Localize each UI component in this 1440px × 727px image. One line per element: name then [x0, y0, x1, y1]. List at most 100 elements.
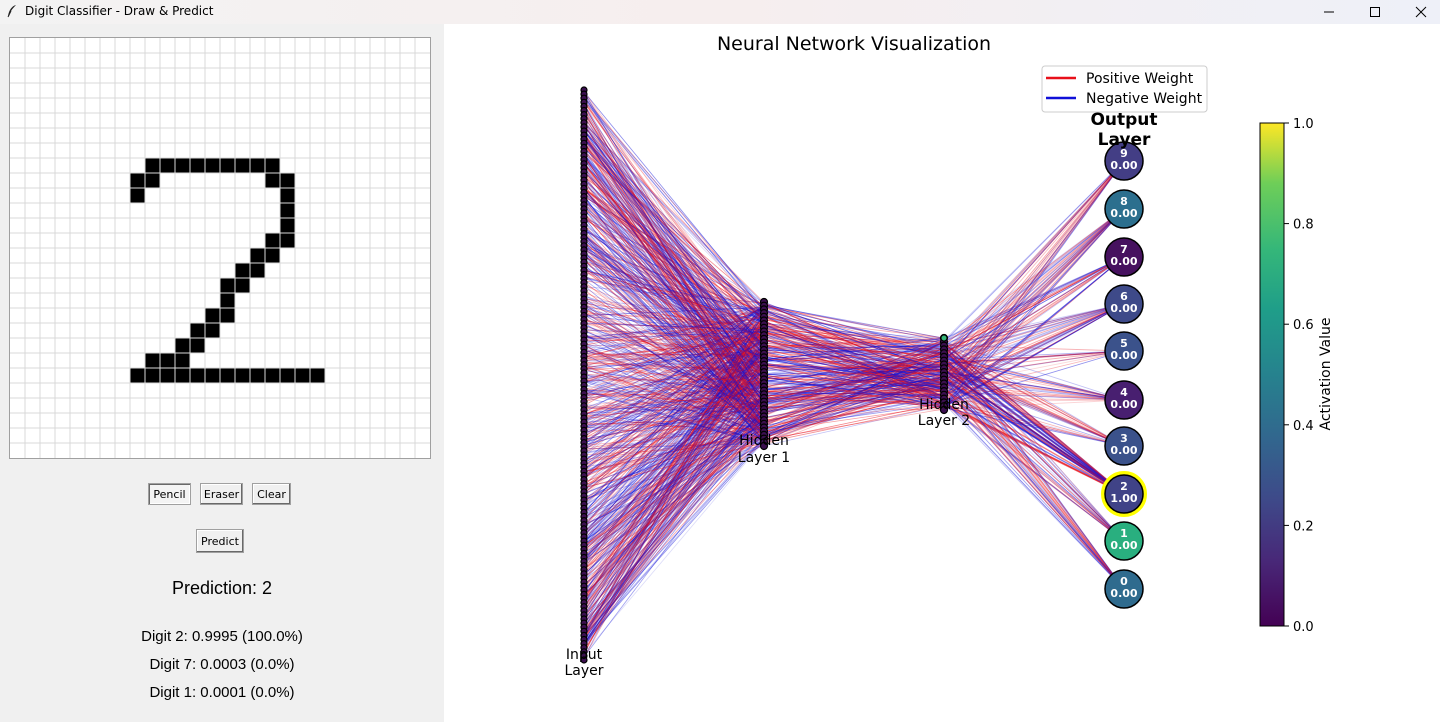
output-node-6: 60.00: [1105, 285, 1143, 323]
filled-cell: [161, 369, 175, 383]
filled-cell: [191, 339, 205, 353]
filled-cell: [176, 354, 190, 368]
legend-positive-label: Positive Weight: [1086, 71, 1194, 87]
output-node-value: 0.00: [1110, 539, 1137, 552]
hidden2-to-output-connections: [944, 161, 1124, 589]
output-node-value: 0.00: [1110, 587, 1137, 600]
colorbar-label: Activation Value: [1318, 318, 1334, 431]
output-node-value: 0.00: [1110, 302, 1137, 315]
colorbar-tick-label: 0.4: [1293, 419, 1314, 434]
output-node-4: 40.00: [1105, 381, 1143, 419]
filled-cell: [191, 159, 205, 173]
output-node-3: 30.00: [1105, 427, 1143, 465]
filled-cell: [206, 324, 220, 338]
filled-cell: [251, 159, 265, 173]
filled-cell: [131, 369, 145, 383]
filled-cell: [236, 159, 250, 173]
pencil-button[interactable]: Pencil: [148, 483, 191, 505]
title-bar: Digit Classifier - Draw & Predict: [0, 0, 1440, 24]
filled-cell: [176, 159, 190, 173]
maximize-icon: [1369, 6, 1381, 18]
output-node-value: 0.00: [1110, 159, 1137, 172]
drawing-canvas[interactable]: [9, 37, 431, 459]
input-layer-label-1: Input: [566, 647, 603, 663]
filled-cell: [251, 249, 265, 263]
grid-lines: [10, 38, 430, 458]
output-node-2: 21.00: [1103, 473, 1145, 515]
colorbar-tick-label: 0.0: [1293, 620, 1314, 635]
output-node-8: 80.00: [1105, 190, 1143, 228]
hidden2-label-2: Layer 2: [918, 413, 970, 429]
eraser-button[interactable]: Eraser: [200, 483, 243, 505]
prediction-result: Prediction: 2: [0, 578, 444, 599]
drawing-grid[interactable]: [10, 38, 430, 458]
filled-cell: [146, 174, 160, 188]
filled-cell: [266, 249, 280, 263]
filled-cell: [146, 354, 160, 368]
minimize-button[interactable]: [1306, 0, 1352, 24]
output-label-2: Layer: [1098, 130, 1151, 150]
filled-cell: [221, 294, 235, 308]
predict-button[interactable]: Predict: [196, 529, 244, 553]
hidden2-label-1: Hidden: [919, 397, 969, 413]
filled-cell: [131, 189, 145, 203]
input-to-hidden1-connections: [584, 91, 764, 658]
output-node-5: 50.00: [1105, 332, 1143, 370]
prediction-line-2: Digit 7: 0.0003 (0.0%): [0, 656, 444, 673]
filled-cell: [221, 369, 235, 383]
hidden1-layer-nodes: [761, 299, 768, 450]
filled-cell: [146, 159, 160, 173]
filled-cell: [281, 369, 295, 383]
legend: Positive Weight Negative Weight: [1042, 66, 1207, 112]
filled-cell: [221, 159, 235, 173]
colorbar: 0.00.20.40.60.81.0 Activation Value: [1260, 117, 1334, 635]
close-icon: [1415, 6, 1427, 18]
filled-cell: [236, 369, 250, 383]
filled-cell: [251, 369, 265, 383]
filled-cell: [266, 174, 280, 188]
filled-cell: [191, 369, 205, 383]
maximize-button[interactable]: [1352, 0, 1398, 24]
colorbar-tick-label: 0.2: [1293, 519, 1314, 534]
colorbar-tick-label: 0.8: [1293, 218, 1314, 233]
filled-cell: [266, 234, 280, 248]
output-label-1: Output: [1090, 110, 1157, 130]
output-node-1: 10.00: [1105, 522, 1143, 560]
output-node-value: 0.00: [1110, 255, 1137, 268]
filled-cell: [221, 309, 235, 323]
output-node-value: 0.00: [1110, 444, 1137, 457]
colorbar-tick-label: 1.0: [1293, 117, 1314, 132]
filled-cell: [296, 369, 310, 383]
output-node-value: 0.00: [1110, 207, 1137, 220]
input-layer-label-2: Layer: [564, 663, 603, 679]
input-layer-nodes: [581, 87, 587, 663]
feather-icon: [6, 4, 18, 18]
filled-cell: [266, 369, 280, 383]
filled-cell: [146, 369, 160, 383]
filled-cell: [266, 159, 280, 173]
hidden1-label-2: Layer 1: [738, 450, 790, 466]
close-button[interactable]: [1398, 0, 1440, 24]
filled-cell: [281, 174, 295, 188]
filled-cell: [236, 279, 250, 293]
output-node-7: 70.00: [1105, 238, 1143, 276]
colorbar-gradient: [1260, 123, 1284, 626]
clear-button[interactable]: Clear: [252, 483, 291, 505]
filled-cell: [131, 174, 145, 188]
output-node-value: 1.00: [1110, 492, 1137, 505]
output-node-value: 0.00: [1110, 349, 1137, 362]
filled-cell: [281, 204, 295, 218]
control-panel: Pencil Eraser Clear Predict Prediction: …: [0, 24, 444, 722]
filled-cell: [281, 189, 295, 203]
output-nodes: 90.0080.0070.0060.0050.0040.0030.0021.00…: [1103, 142, 1145, 608]
filled-cell: [236, 264, 250, 278]
minimize-icon: [1323, 6, 1335, 18]
filled-cell: [281, 234, 295, 248]
filled-cell: [251, 264, 265, 278]
filled-cell: [281, 219, 295, 233]
hidden1-label-1: Hidden: [739, 433, 789, 449]
prediction-line-3: Digit 1: 0.0001 (0.0%): [0, 684, 444, 701]
plot-title: Neural Network Visualization: [717, 33, 991, 55]
output-node-0: 00.00: [1105, 570, 1143, 608]
filled-cell: [206, 309, 220, 323]
